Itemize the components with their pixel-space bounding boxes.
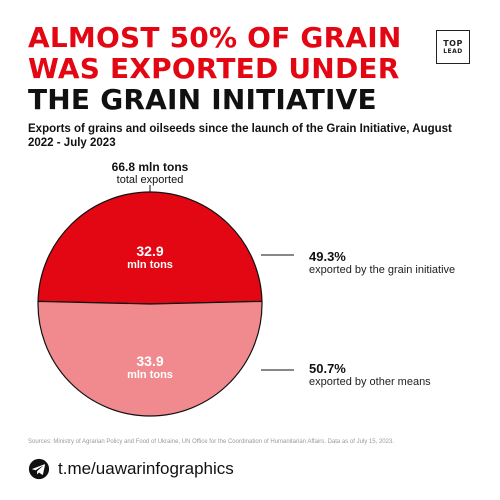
telegram-icon[interactable]	[28, 458, 50, 480]
total-value: 66.8 mln tons	[111, 160, 189, 174]
slice-label-other-means: 33.9 mln tons	[95, 353, 205, 382]
slice-unit: mln tons	[127, 259, 173, 271]
slice-unit: mln tons	[127, 369, 173, 381]
total-exported-label: 66.8 mln tons total exported	[100, 160, 200, 187]
pie-slice-other-means	[37, 300, 263, 417]
page-title: ALMOST 50% OF GRAIN WAS EXPORTED UNDER T…	[28, 22, 402, 115]
percent-label: 49.3%	[309, 249, 346, 264]
percent-description: exported by other means	[309, 376, 431, 388]
title-line-1: ALMOST 50% OF GRAIN	[28, 21, 402, 54]
legend-item-grain-initiative: 49.3% exported by the grain initiative	[309, 249, 459, 277]
logo-text-bottom: LEAD	[443, 47, 463, 55]
top-lead-logo: TOP LEAD	[436, 30, 470, 64]
percent-description: exported by the grain initiative	[309, 264, 456, 276]
title-line-2: WAS EXPORTED UNDER	[28, 52, 400, 85]
telegram-handle-link[interactable]: t.me/uawarinfographics	[58, 459, 234, 478]
slice-value: 33.9	[136, 353, 164, 369]
source-note: Sources: Ministry of Agrarian Policy and…	[28, 439, 394, 445]
total-description: total exported	[116, 174, 184, 186]
title-line-3: THE GRAIN INITIATIVE	[28, 83, 377, 116]
chart-subtitle: Exports of grains and oilseeds since the…	[28, 123, 452, 149]
legend-item-other-means: 50.7% exported by other means	[309, 361, 459, 389]
slice-label-grain-initiative: 32.9 mln tons	[95, 243, 205, 272]
footer[interactable]: t.me/uawarinfographics	[28, 457, 234, 481]
logo-text-top: TOP	[443, 38, 463, 48]
slice-value: 32.9	[136, 243, 164, 259]
percent-label: 50.7%	[309, 361, 346, 376]
pie-slice-grain-initiative	[37, 191, 263, 305]
